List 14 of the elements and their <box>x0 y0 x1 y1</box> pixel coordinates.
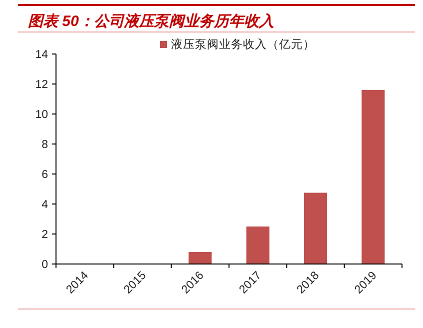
bar <box>246 226 270 264</box>
bar <box>188 252 212 264</box>
y-tick-label: 6 <box>42 169 48 181</box>
y-tick-label: 0 <box>42 259 48 271</box>
y-tick-label: 8 <box>42 139 48 151</box>
y-tick-label: 4 <box>42 199 49 211</box>
y-tick-label: 12 <box>35 79 48 91</box>
bar <box>362 90 385 264</box>
bar <box>304 192 328 264</box>
legend-label: 液压泵阀业务收入（亿元） <box>171 37 315 51</box>
chart-title: 图表 50：公司液压泵阀业务历年收入 <box>28 12 274 30</box>
y-tick-label: 14 <box>35 49 49 61</box>
y-tick-label: 10 <box>35 109 48 121</box>
y-tick-label: 2 <box>42 229 48 241</box>
